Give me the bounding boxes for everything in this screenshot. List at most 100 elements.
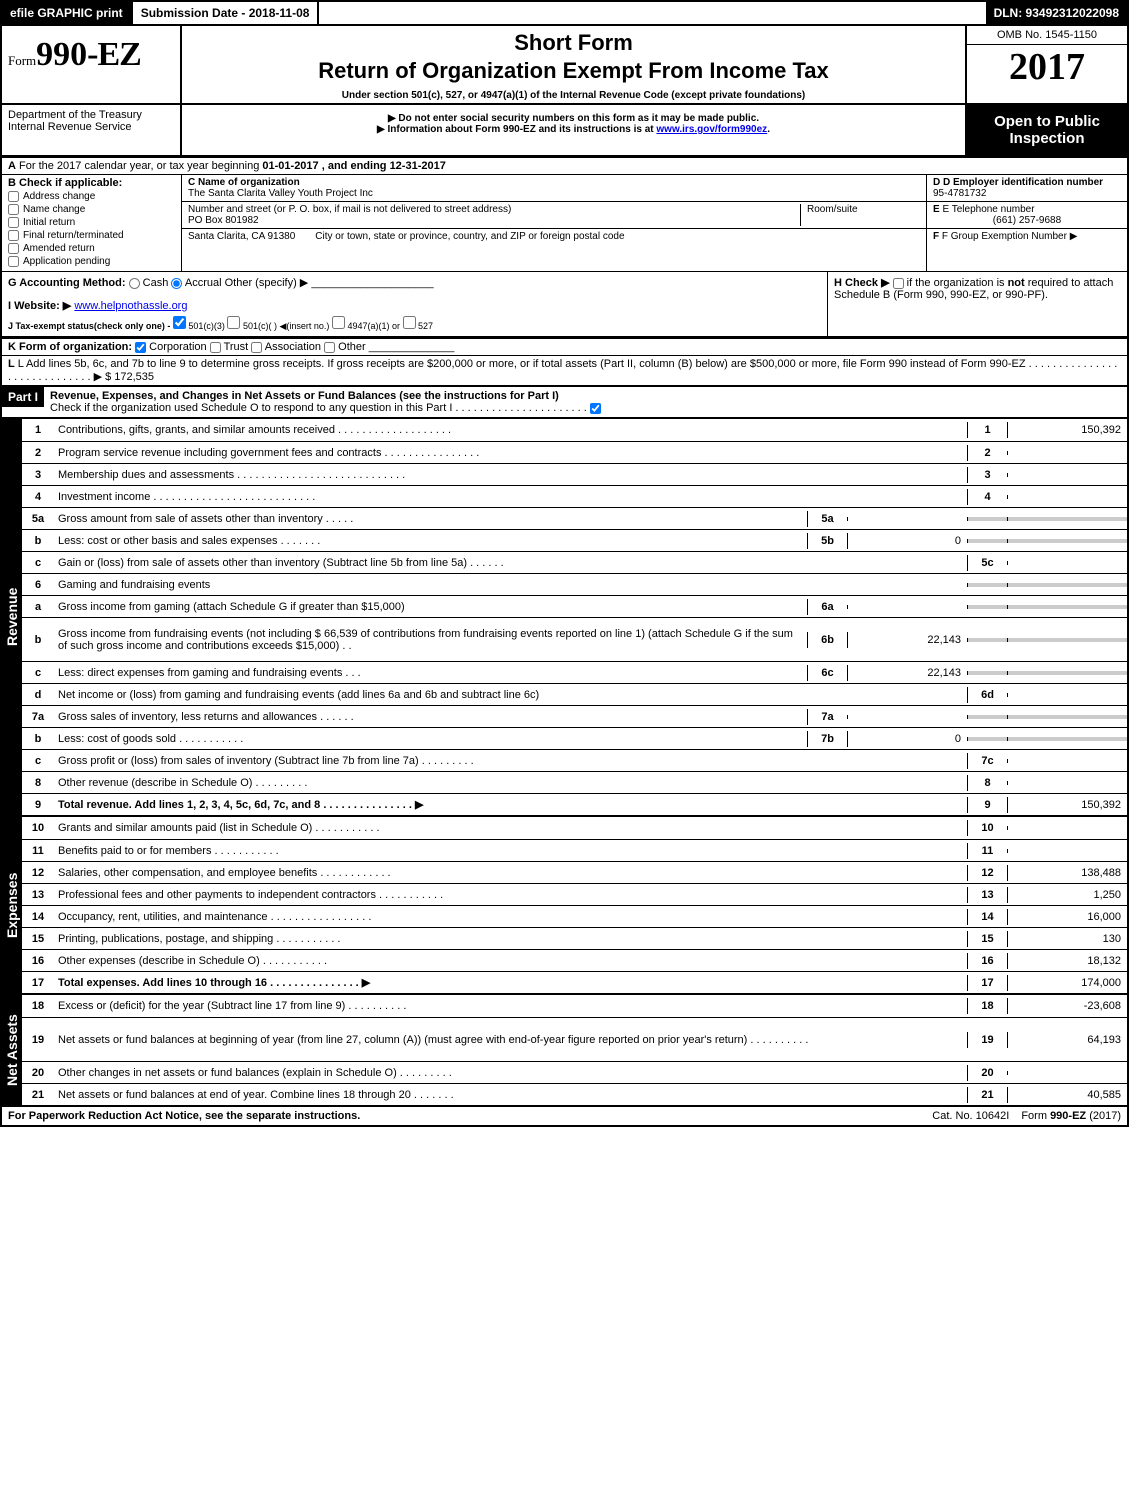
line-3-cellnum: 3 xyxy=(967,467,1007,483)
line-7c-desc: Gross profit or (loss) from sales of inv… xyxy=(54,753,967,769)
line-9-cellnum: 9 xyxy=(967,797,1007,813)
line-5b-shade1 xyxy=(967,539,1007,543)
j-4947: 4947(a)(1) or xyxy=(347,321,400,331)
chk-corporation[interactable] xyxy=(135,342,146,353)
line-9-amt: 150,392 xyxy=(1007,797,1127,813)
chk-application-pending[interactable] xyxy=(8,256,19,267)
line-6b-innum: 6b xyxy=(807,632,847,648)
line-12-num: 12 xyxy=(22,865,54,881)
line-21-cellnum: 21 xyxy=(967,1087,1007,1103)
line-6c-innum: 6c xyxy=(807,665,847,681)
line-3-num: 3 xyxy=(22,467,54,483)
line-20-num: 20 xyxy=(22,1065,54,1081)
part-1-desc: Revenue, Expenses, and Changes in Net As… xyxy=(44,387,1127,417)
line-7a-inamt xyxy=(847,715,967,719)
line-1-num: 1 xyxy=(22,422,54,438)
top-bar: efile GRAPHIC print Submission Date - 20… xyxy=(0,0,1129,24)
g-cash: Cash xyxy=(143,277,169,289)
chk-final-return[interactable] xyxy=(8,230,19,241)
line-9-desc: Total revenue. Add lines 1, 2, 3, 4, 5c,… xyxy=(54,796,967,813)
line-6d-desc: Net income or (loss) from gaming and fun… xyxy=(54,687,967,703)
expenses-tab: Expenses xyxy=(2,817,22,993)
radio-accrual[interactable] xyxy=(171,278,182,289)
line-10-num: 10 xyxy=(22,820,54,836)
chk-trust[interactable] xyxy=(210,342,221,353)
department-cell: Department of the Treasury Internal Reve… xyxy=(2,105,182,155)
line-7b-shade2 xyxy=(1007,737,1127,741)
line-6b-desc: Gross income from fundraising events (no… xyxy=(54,626,807,654)
col-g: G Accounting Method: Cash Accrual Other … xyxy=(2,272,827,336)
l-text: L Add lines 5b, 6c, and 7b to line 9 to … xyxy=(8,358,1117,383)
e-label: E Telephone number xyxy=(942,204,1034,215)
efile-print-button[interactable]: efile GRAPHIC print xyxy=(2,2,133,24)
j-501c3: 501(c)(3) xyxy=(188,321,225,331)
line-7b-inamt: 0 xyxy=(847,731,967,747)
k-label: K Form of organization: xyxy=(8,341,132,353)
line-a: A For the 2017 calendar year, or tax yea… xyxy=(0,157,1129,175)
line-1-desc: Contributions, gifts, grants, and simila… xyxy=(54,422,967,438)
line-21-amt: 40,585 xyxy=(1007,1087,1127,1103)
chk-association[interactable] xyxy=(251,342,262,353)
line-5c-cellnum: 5c xyxy=(967,555,1007,571)
line-5b-shade2 xyxy=(1007,539,1127,543)
line-5a-shade1 xyxy=(967,517,1007,521)
line-17-amt: 174,000 xyxy=(1007,975,1127,991)
line-19-amt: 64,193 xyxy=(1007,1032,1127,1048)
line-6-num: 6 xyxy=(22,577,54,593)
website-link[interactable]: www.helpnothassle.org xyxy=(74,300,187,312)
col-h: H Check ▶ if the organization is not req… xyxy=(827,272,1127,336)
chk-h[interactable] xyxy=(893,278,904,289)
arrow2-post: . xyxy=(767,124,770,135)
line-6-shade2 xyxy=(1007,583,1127,587)
line-5b-inamt: 0 xyxy=(847,533,967,549)
chk-501c3[interactable] xyxy=(173,316,186,329)
radio-cash[interactable] xyxy=(129,278,140,289)
line-6b-shade2 xyxy=(1007,638,1127,642)
line-7c-num: c xyxy=(22,753,54,769)
line-21-desc: Net assets or fund balances at end of ye… xyxy=(54,1087,967,1103)
opt-initial-return: Initial return xyxy=(23,217,75,228)
line-6a-shade2 xyxy=(1007,605,1127,609)
chk-address-change[interactable] xyxy=(8,191,19,202)
title-cell: Short Form Return of Organization Exempt… xyxy=(182,26,967,103)
dln-label: DLN: 93492312022098 xyxy=(986,2,1127,24)
chk-amended-return[interactable] xyxy=(8,243,19,254)
revenue-rows: 1Contributions, gifts, grants, and simil… xyxy=(22,419,1127,815)
line-5b-desc: Less: cost or other basis and sales expe… xyxy=(54,533,807,549)
line-a-begin: 01-01-2017 xyxy=(262,160,318,172)
dept-treasury: Department of the Treasury xyxy=(8,109,174,121)
chk-other-org[interactable] xyxy=(324,342,335,353)
form-990: 990 xyxy=(36,36,87,73)
chk-4947[interactable] xyxy=(332,316,345,329)
line-2-amt xyxy=(1007,451,1127,455)
line-6a-desc: Gross income from gaming (attach Schedul… xyxy=(54,599,807,615)
footer-mid: Cat. No. 10642I xyxy=(926,1107,1015,1125)
line-7b-num: b xyxy=(22,731,54,747)
line-1-amt: 150,392 xyxy=(1007,422,1127,438)
header-grid: Form990-EZ Short Form Return of Organiza… xyxy=(0,24,1129,105)
col-b: B Check if applicable: Address change Na… xyxy=(2,175,182,271)
chk-name-change[interactable] xyxy=(8,204,19,215)
line-6c-shade2 xyxy=(1007,671,1127,675)
chk-501c[interactable] xyxy=(227,316,240,329)
line-8-desc: Other revenue (describe in Schedule O) .… xyxy=(54,775,967,791)
line-a-pre: For the 2017 calendar year, or tax year … xyxy=(19,160,262,172)
chk-initial-return[interactable] xyxy=(8,217,19,228)
instructions-link[interactable]: www.irs.gov/form990ez xyxy=(656,124,767,135)
line-11-desc: Benefits paid to or for members . . . . … xyxy=(54,843,967,859)
box-bcdef: B Check if applicable: Address change Na… xyxy=(0,175,1129,271)
k-other: Other xyxy=(338,341,366,353)
line-11-cellnum: 11 xyxy=(967,843,1007,859)
line-k: K Form of organization: Corporation Trus… xyxy=(0,338,1129,355)
open-public-1: Open to Public xyxy=(969,113,1125,130)
line-8-cellnum: 8 xyxy=(967,775,1007,791)
line-5b-innum: 5b xyxy=(807,533,847,549)
arrow-line-2: ▶ Information about Form 990-EZ and its … xyxy=(188,124,959,135)
chk-527[interactable] xyxy=(403,316,416,329)
line-18-num: 18 xyxy=(22,998,54,1014)
chk-schedule-o[interactable] xyxy=(590,403,601,414)
line-13-desc: Professional fees and other payments to … xyxy=(54,887,967,903)
line-16-amt: 18,132 xyxy=(1007,953,1127,969)
line-7b-innum: 7b xyxy=(807,731,847,747)
line-19-desc: Net assets or fund balances at beginning… xyxy=(54,1032,967,1048)
